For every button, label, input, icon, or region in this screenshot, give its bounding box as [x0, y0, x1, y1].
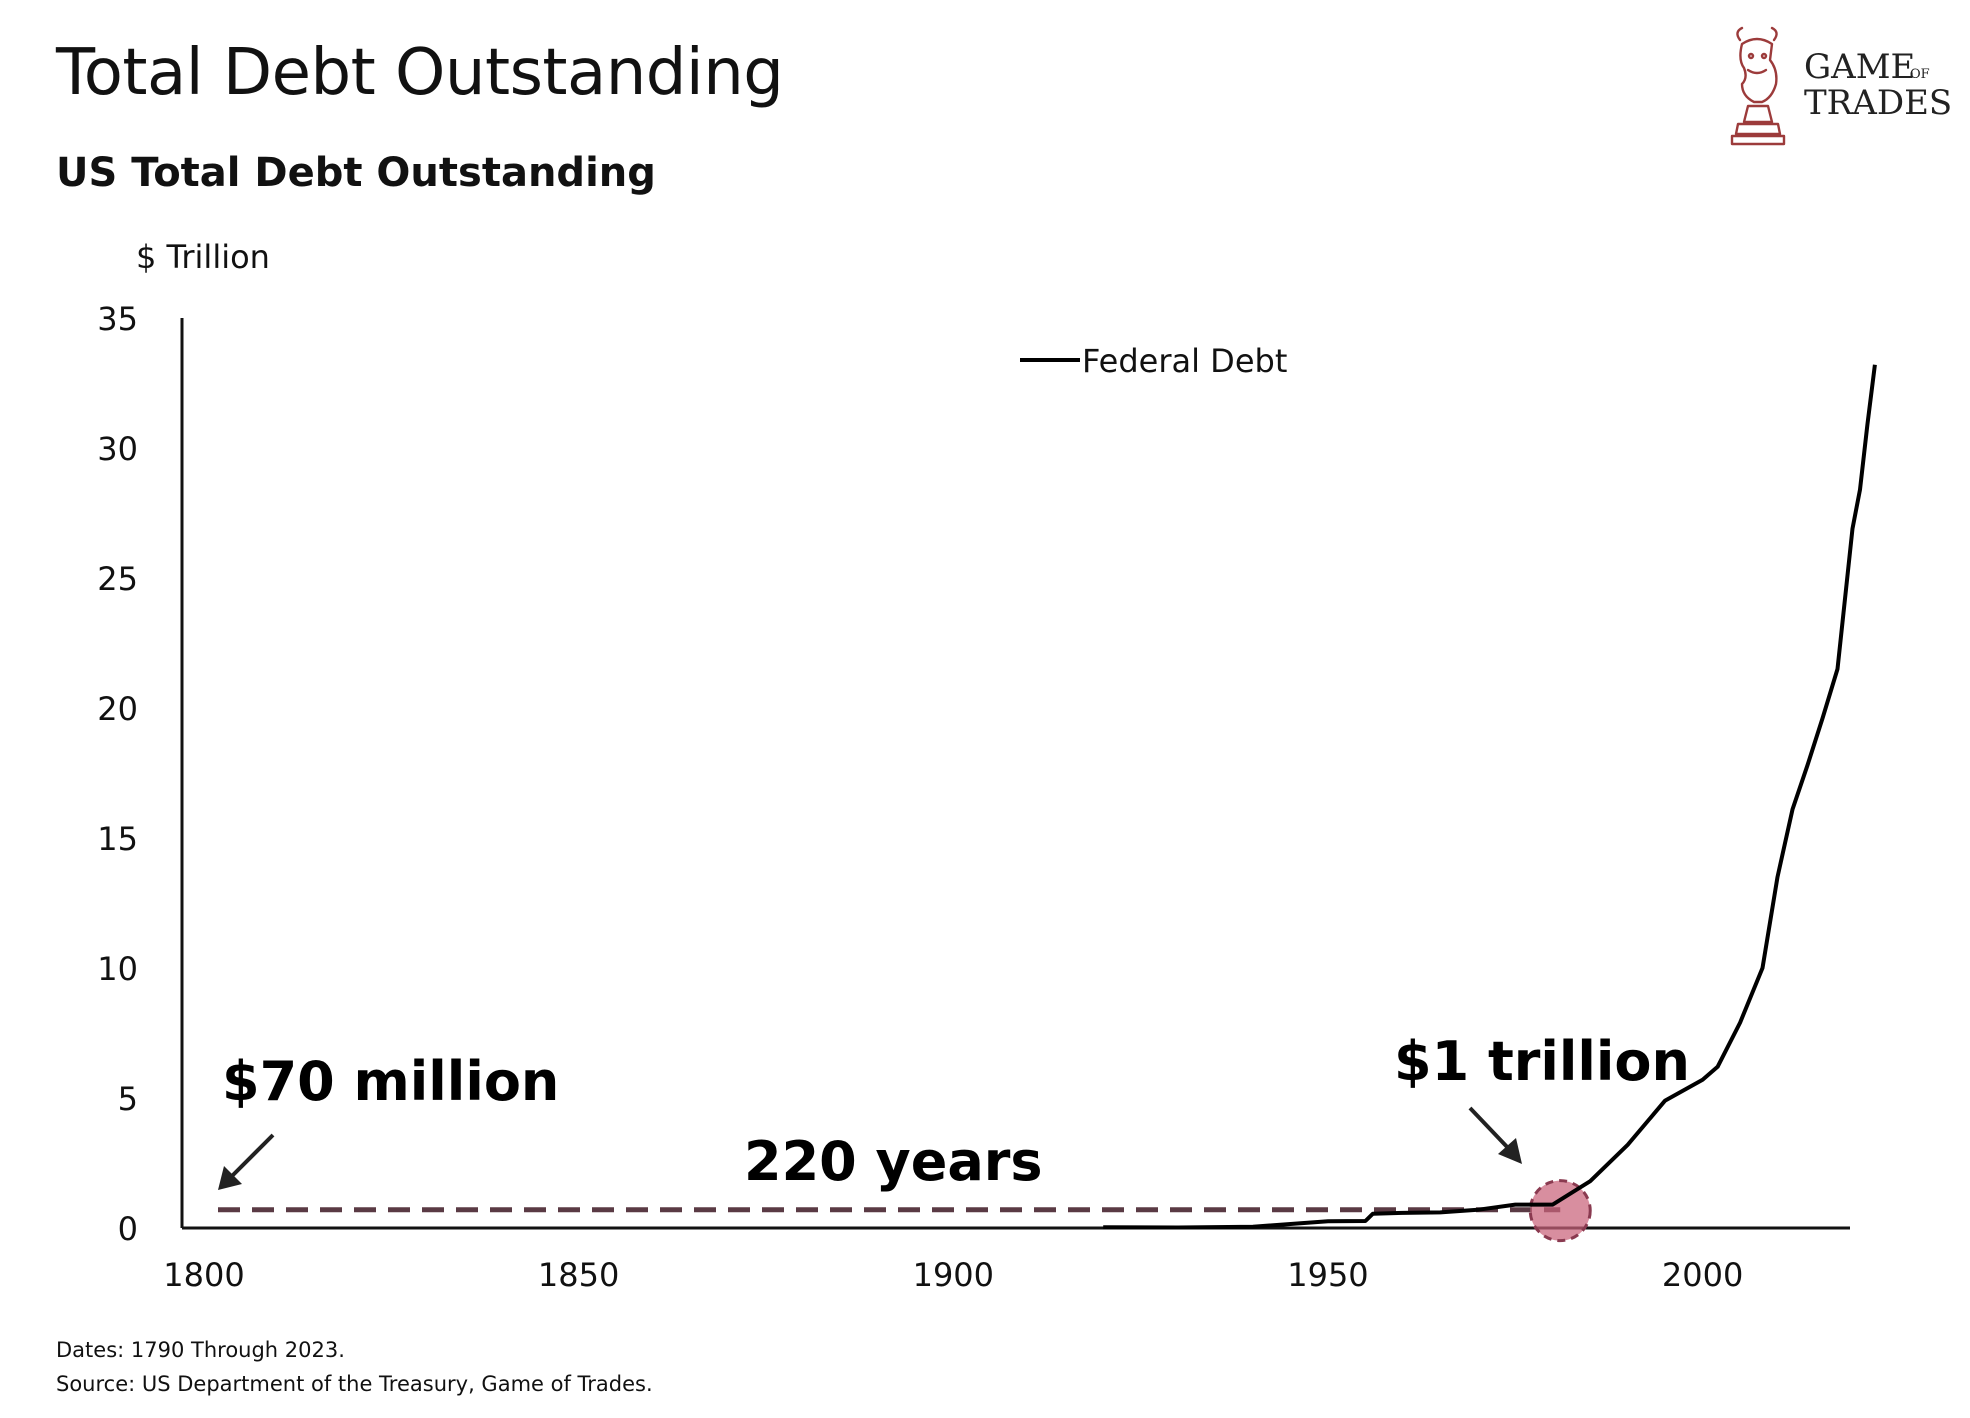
chart-title: Total Debt Outstanding [56, 36, 784, 110]
x-tick-label: 1850 [538, 1256, 619, 1294]
footer-source: Source: US Department of the Treasury, G… [56, 1372, 653, 1396]
arrow-icon [218, 1133, 275, 1190]
logo-text-of: OF [1910, 67, 1930, 82]
x-tick-label: 1900 [913, 1256, 994, 1294]
annotation-1-trillion: $1 trillion [1394, 1030, 1690, 1093]
x-tick-label: 1800 [163, 1256, 244, 1294]
y-axis-ticks: 0 5 10 15 20 25 30 35 [97, 300, 138, 1248]
y-tick-label: 30 [97, 430, 138, 468]
x-tick-label: 2000 [1662, 1256, 1743, 1294]
logo-text-trades: TRADES [1804, 83, 1950, 123]
y-tick-label: 20 [97, 690, 138, 728]
y-tick-label: 15 [97, 820, 138, 858]
legend-label: Federal Debt [1082, 342, 1287, 380]
annotation-220-years: 220 years [744, 1130, 1043, 1193]
bull-knight-icon [1730, 26, 1786, 146]
highlight-circle [1528, 1179, 1592, 1243]
logo-text-game: GAME [1804, 47, 1915, 87]
y-tick-label: 25 [97, 560, 138, 598]
y-tick-label: 5 [118, 1080, 138, 1118]
y-tick-label: 10 [97, 950, 138, 988]
arrow-icon [1468, 1106, 1522, 1164]
y-tick-label: 35 [97, 300, 138, 338]
x-tick-label: 1950 [1287, 1256, 1368, 1294]
x-axis-ticks: 1800 1850 1900 1950 2000 [163, 1256, 1743, 1294]
chart-subtitle: US Total Debt Outstanding [56, 150, 656, 196]
federal-debt-line [1103, 364, 1877, 1230]
legend: Federal Debt [1020, 342, 1287, 380]
game-of-trades-logo: GAME OF TRADES [1730, 26, 1950, 146]
y-tick-label: 0 [118, 1210, 138, 1248]
y-axis-label: $ Trillion [136, 238, 270, 276]
footer-dates: Dates: 1790 Through 2023. [56, 1338, 345, 1362]
annotation-70-million: $70 million [222, 1050, 559, 1113]
